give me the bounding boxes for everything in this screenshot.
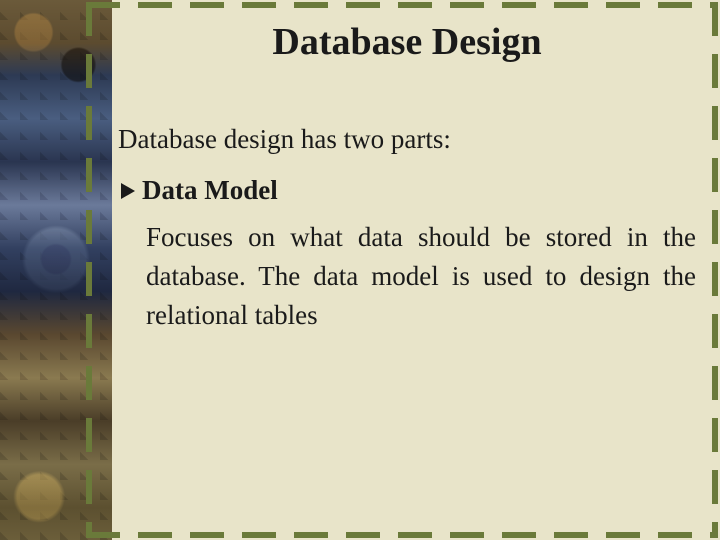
bullet-item-1: Data Model bbox=[118, 175, 696, 206]
dashed-border-bottom bbox=[86, 532, 718, 538]
intro-text: Database design has two parts: bbox=[118, 124, 696, 155]
bullet-1-description: Focuses on what data should be stored in… bbox=[146, 218, 696, 335]
side-decorative-photo bbox=[0, 0, 112, 540]
dashed-border-right bbox=[712, 2, 718, 538]
bullet-1-label: Data Model bbox=[142, 175, 278, 206]
content-area: Database Design Database design has two … bbox=[118, 20, 696, 520]
page-title: Database Design bbox=[118, 20, 696, 64]
slide: Database Design Database design has two … bbox=[0, 0, 720, 540]
arrow-right-icon bbox=[118, 181, 138, 201]
dashed-border-top bbox=[86, 2, 718, 8]
